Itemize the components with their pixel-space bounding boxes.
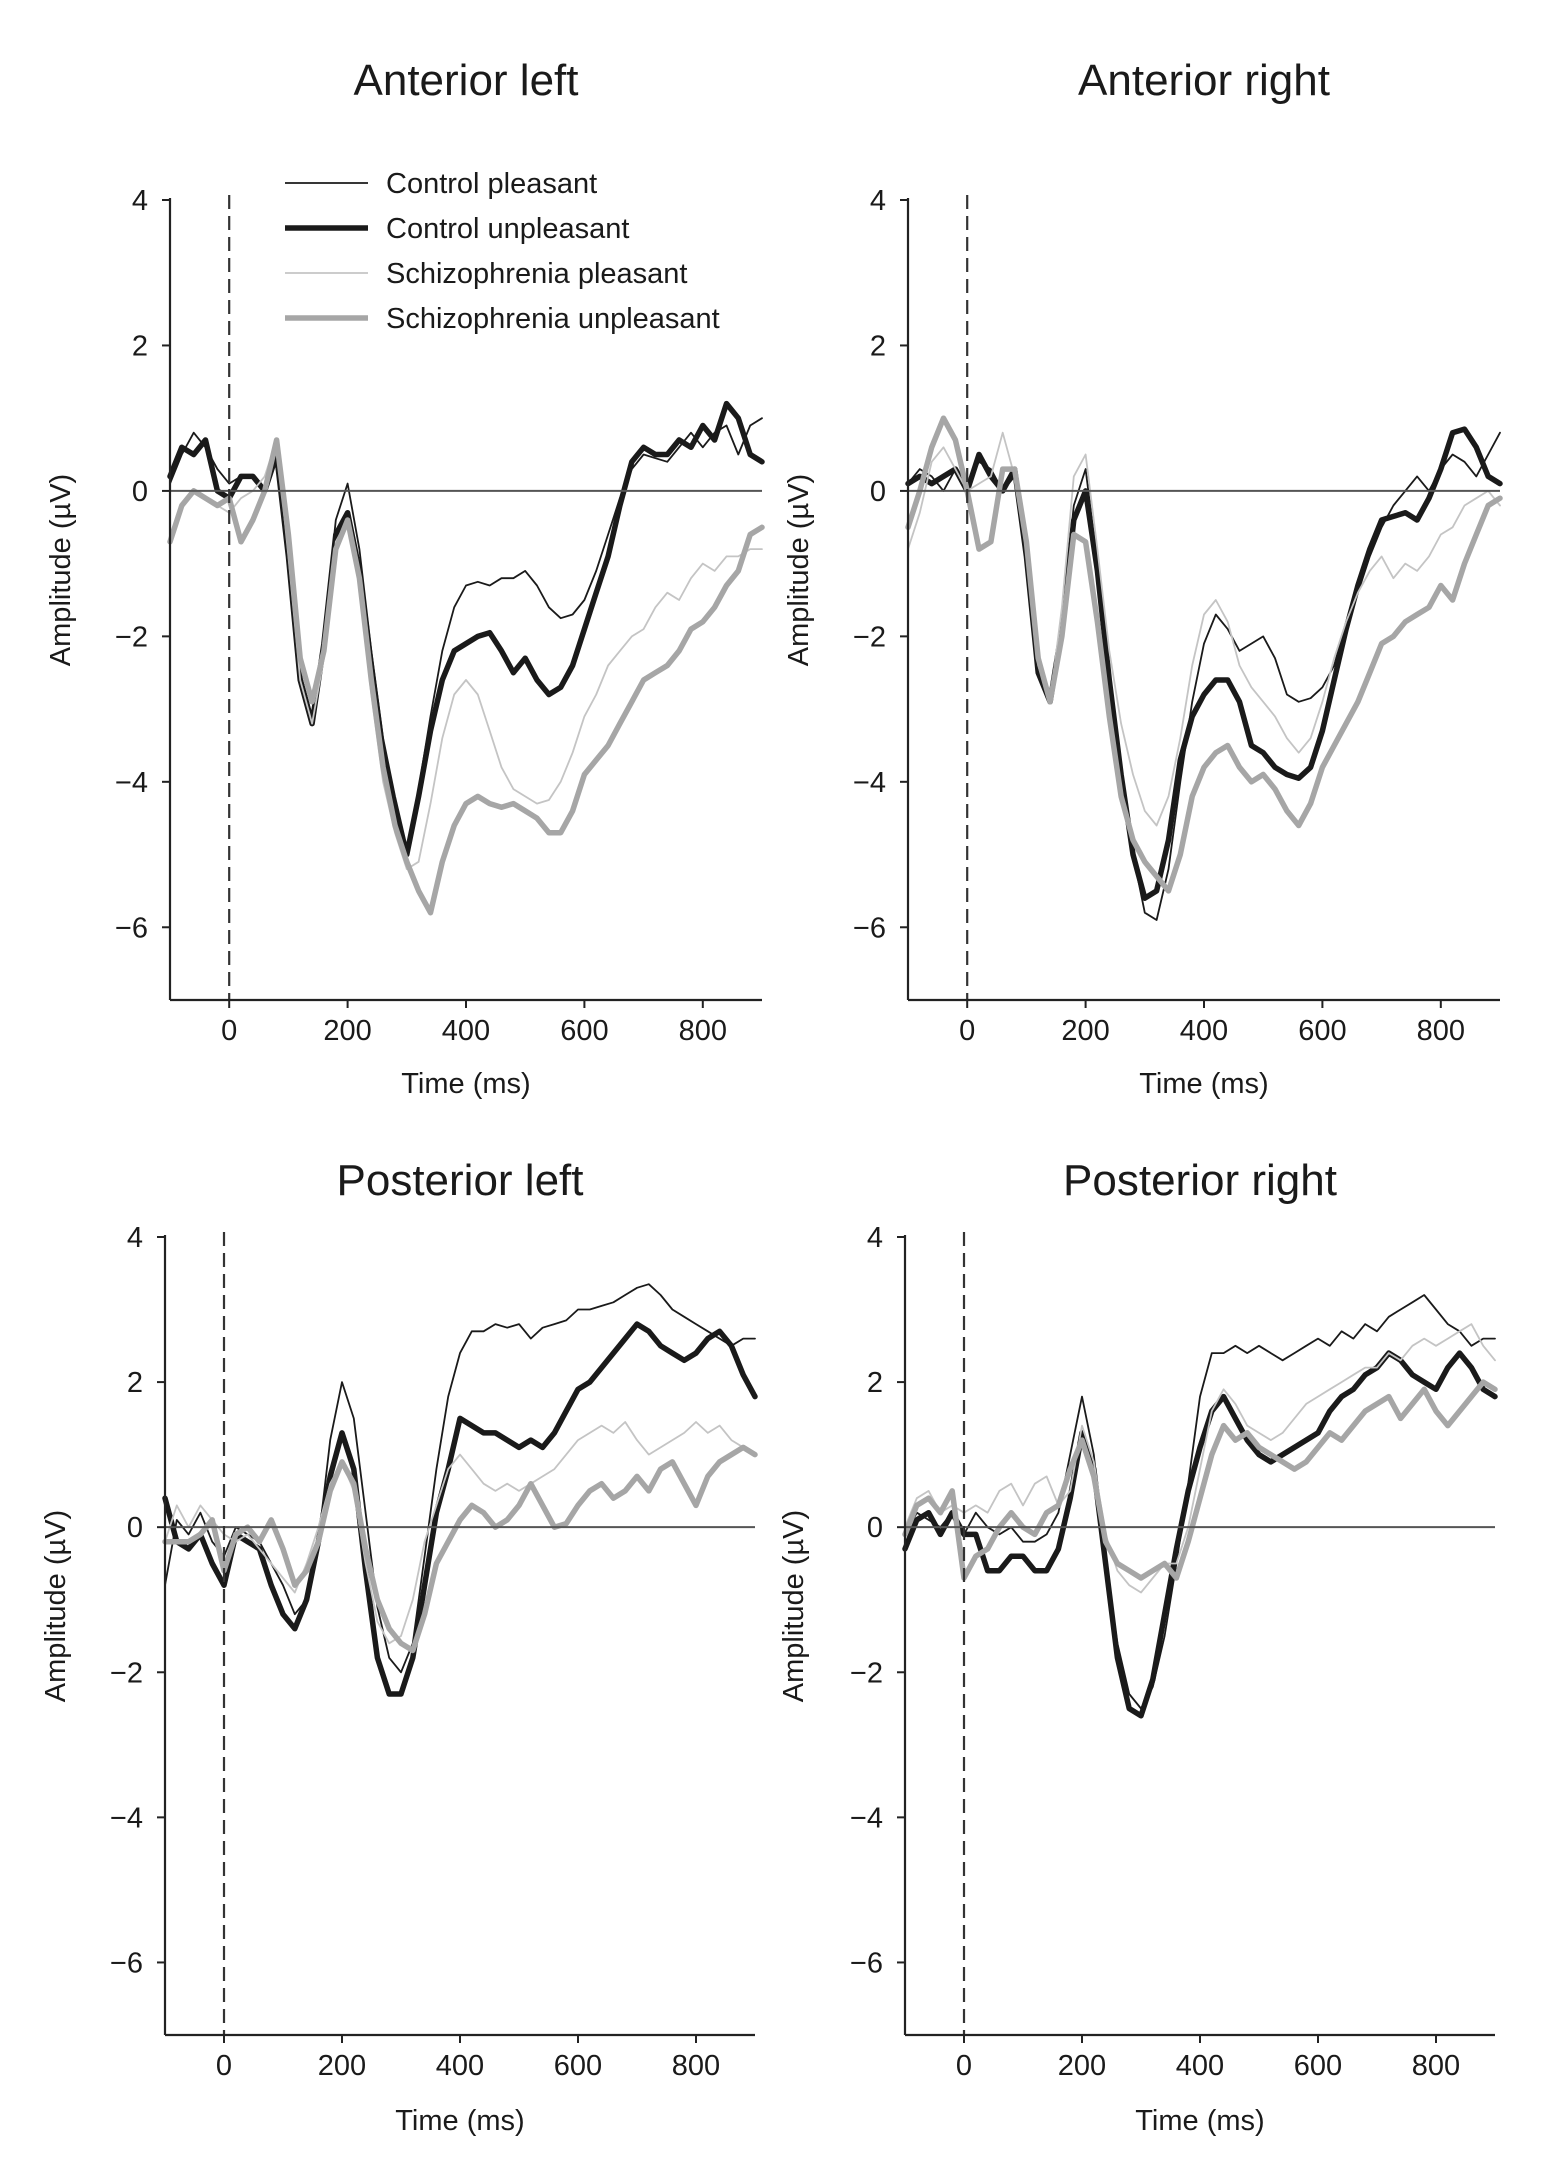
y-tick-label: 2 [867,1367,883,1399]
chart-title: Posterior left [337,1156,584,1205]
y-tick-label: −4 [850,1802,883,1834]
legend-label-control-pleasant: Control pleasant [386,168,597,200]
y-tick-label: −6 [850,1947,883,1979]
y-tick-label: −2 [115,621,148,653]
x-tick-label: 400 [436,2050,484,2082]
series-line-schizophrenia-unpleasant [167,437,765,916]
y-tick-label: −6 [853,912,886,944]
legend-label-schizophrenia-unpleasant: Schizophrenia unpleasant [386,303,720,335]
x-axis-label: Time (ms) [401,1068,530,1100]
axis-layer: 4 2 0 −2 −4 −6 0 200 400 600 800 [850,1222,1495,2082]
series-line-control-pleasant [164,1283,756,1674]
x-tick-label: 400 [1176,2050,1224,2082]
series-line-schizophrenia-pleasant [904,1323,1496,1594]
series-layer [902,1294,1498,1719]
y-tick-label: 4 [132,185,148,217]
x-tick-label: 400 [1180,1015,1228,1047]
x-tick-label: 800 [672,2050,720,2082]
y-tick-label: 2 [127,1367,143,1399]
panel-posterior-left: Posterior left 4 2 0 −2 −4 −6 0 200 400 600 800 Ti… [40,1156,758,2137]
x-tick-label: 0 [216,2050,232,2082]
chart-title: Posterior right [1063,1156,1337,1205]
series-layer [162,1283,758,1697]
x-tick-label: 800 [1417,1015,1465,1047]
y-tick-label: −2 [853,621,886,653]
x-tick-label: 800 [1412,2050,1460,2082]
series-line-schizophrenia-unpleasant [905,415,1503,894]
panel-anterior-right: Anterior right 4 2 0 −2 −4 −6 0 200 400 600 800 Ti… [783,56,1503,1100]
axis-layer: 4 2 0 −2 −4 −6 0 200 400 600 800 [853,185,1500,1047]
y-axis-label: Amplitude (µV) [778,1510,810,1702]
series-line-schizophrenia-unpleasant [162,1444,758,1654]
x-tick-label: 200 [323,1015,371,1047]
x-tick-label: 600 [560,1015,608,1047]
panel-anterior-left: Anterior left 4 2 0 −2 −4 −6 0 200 400 600 800 Tim… [45,56,765,1100]
legend-label-schizophrenia-pleasant: Schizophrenia pleasant [386,258,687,290]
x-tick-label: 0 [956,2050,972,2082]
x-tick-label: 600 [1294,2050,1342,2082]
y-tick-label: 2 [870,330,886,362]
x-tick-label: 400 [442,1015,490,1047]
y-tick-label: −6 [110,1947,143,1979]
y-tick-label: −4 [110,1802,143,1834]
y-tick-label: 0 [867,1512,883,1544]
x-axis-label: Time (ms) [1135,2105,1264,2137]
series-line-schizophrenia-unpleasant [902,1379,1498,1581]
legend: Control pleasant Control unpleasant Schizo… [285,168,720,335]
x-tick-label: 800 [679,1015,727,1047]
series-line-control-unpleasant [162,1321,758,1697]
x-tick-label: 0 [221,1015,237,1047]
series-line-schizophrenia-pleasant [164,1421,756,1645]
y-tick-label: −6 [115,912,148,944]
axis-layer: 4 2 0 −2 −4 −6 0 200 400 600 800 [115,185,762,1047]
x-tick-label: 200 [1061,1015,1109,1047]
x-axis-label: Time (ms) [395,2105,524,2137]
x-tick-label: 0 [959,1015,975,1047]
chart-title: Anterior right [1078,56,1330,105]
series-line-schizophrenia-pleasant [907,431,1501,827]
panel-posterior-right: Posterior right 4 2 0 −2 −4 −6 0 200 400 600 800 T… [778,1156,1498,2137]
y-tick-label: 0 [132,476,148,508]
y-tick-label: 2 [132,330,148,362]
y-axis-label: Amplitude (µV) [40,1510,72,1702]
x-tick-label: 600 [1298,1015,1346,1047]
chart-title: Anterior left [354,56,579,105]
x-axis-label: Time (ms) [1139,1068,1268,1100]
series-layer [905,415,1503,921]
legend-label-control-unpleasant: Control unpleasant [386,213,629,245]
y-tick-label: −2 [110,1657,143,1689]
series-line-control-pleasant [904,1294,1496,1710]
series-layer [167,400,765,916]
y-axis-label: Amplitude (µV) [783,474,815,666]
y-tick-label: −4 [853,767,886,799]
y-tick-label: 4 [870,185,886,217]
x-tick-label: 200 [1058,2050,1106,2082]
y-tick-label: 4 [127,1222,143,1254]
x-tick-label: 200 [318,2050,366,2082]
y-axis-label: Amplitude (µV) [45,474,77,666]
series-line-control-unpleasant [167,400,765,858]
y-tick-label: 0 [870,476,886,508]
y-tick-label: −4 [115,767,148,799]
y-tick-label: 4 [867,1222,883,1254]
x-tick-label: 600 [554,2050,602,2082]
y-tick-label: −2 [850,1657,883,1689]
series-line-control-unpleasant [905,426,1503,901]
y-tick-label: 0 [127,1512,143,1544]
axis-layer: 4 2 0 −2 −4 −6 0 200 400 600 800 [110,1222,755,2082]
